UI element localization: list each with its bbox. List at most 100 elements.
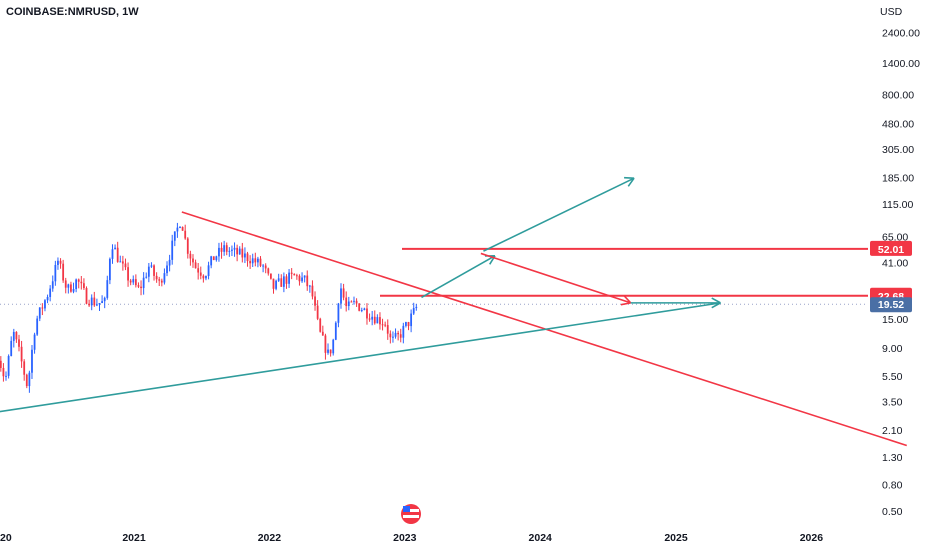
- candle-body: [314, 296, 316, 306]
- candle-body: [259, 258, 262, 266]
- candle: [80, 276, 83, 290]
- candle-body: [197, 268, 200, 273]
- candle: [64, 277, 67, 294]
- projection-arrows: [421, 176, 721, 309]
- candle: [116, 241, 119, 263]
- candle: [212, 256, 215, 261]
- candle: [168, 254, 171, 272]
- candle-body: [59, 260, 62, 264]
- candle-body: [275, 280, 277, 289]
- candle-body: [241, 248, 244, 258]
- candle: [155, 272, 158, 283]
- candle: [225, 242, 228, 256]
- candle-body: [371, 316, 374, 320]
- candle: [36, 315, 39, 336]
- candle: [316, 300, 319, 321]
- candle: [371, 310, 374, 326]
- candle: [18, 334, 20, 352]
- candle-body: [7, 356, 10, 376]
- candle: [197, 263, 200, 280]
- candle: [231, 245, 233, 257]
- candle: [379, 312, 381, 330]
- time-axis[interactable]: 20 2021 2022 2023 2024 2025 2026: [0, 532, 823, 544]
- candle-body: [93, 297, 96, 306]
- candle: [246, 251, 249, 267]
- candle-body: [407, 322, 410, 327]
- price-tick-label: 305.00: [882, 144, 914, 156]
- candle: [192, 254, 194, 268]
- candle: [285, 274, 288, 289]
- candle-body: [20, 346, 23, 362]
- candle: [96, 298, 98, 307]
- candle: [249, 255, 252, 269]
- candle-body: [181, 226, 184, 231]
- candle: [54, 260, 57, 286]
- projection-arrow: [480, 252, 632, 306]
- candle: [199, 266, 202, 280]
- price-axis[interactable]: USD 2400.00 1400.00 800.00 480.00 305.00 185.0…: [880, 6, 920, 518]
- candle: [150, 262, 153, 268]
- candle: [145, 272, 148, 279]
- candle-body: [96, 304, 98, 306]
- candle-body: [160, 280, 163, 283]
- candle-body: [399, 334, 402, 338]
- projection-arrow: [421, 255, 496, 299]
- candle: [306, 270, 309, 291]
- candle-body: [267, 268, 270, 274]
- candle: [41, 303, 44, 316]
- candle: [264, 263, 267, 274]
- candle: [166, 261, 168, 277]
- candle: [147, 263, 150, 283]
- candle-body: [124, 263, 127, 268]
- candle: [332, 338, 335, 356]
- candle: [72, 282, 75, 294]
- candle: [163, 268, 166, 285]
- candle: [134, 274, 137, 288]
- candle: [358, 303, 361, 312]
- ascending-support-trendline: [0, 302, 721, 413]
- candle-body: [75, 279, 78, 290]
- candle-body: [231, 249, 233, 251]
- candle: [267, 267, 270, 276]
- candle-body: [412, 308, 415, 314]
- candle: [218, 242, 220, 262]
- candle: [394, 328, 397, 339]
- candle: [75, 278, 78, 293]
- candle: [121, 255, 124, 271]
- candle-body: [381, 324, 384, 326]
- candle: [10, 336, 13, 357]
- candle: [31, 345, 33, 379]
- candle-body: [345, 297, 348, 307]
- candle: [298, 274, 301, 286]
- arrow-head: [620, 302, 631, 306]
- candle-body: [111, 249, 114, 259]
- candle-body: [397, 332, 400, 335]
- candle: [272, 278, 275, 294]
- candle: [282, 272, 285, 293]
- candle-body: [129, 280, 132, 283]
- candle-body: [173, 231, 176, 241]
- candle: [23, 359, 26, 381]
- price-tick-label: 15.00: [882, 314, 908, 326]
- candle: [158, 276, 161, 287]
- arrow-head: [711, 297, 721, 304]
- candle-body: [280, 278, 283, 287]
- candle: [46, 294, 49, 304]
- candle: [98, 302, 101, 311]
- candle-body: [355, 300, 358, 304]
- candle-body: [342, 288, 345, 298]
- candle: [25, 373, 28, 389]
- candle: [384, 321, 387, 328]
- candle-body: [83, 283, 85, 289]
- candle-body: [254, 258, 257, 263]
- candle-body: [389, 333, 392, 338]
- candle-body: [376, 317, 379, 324]
- chart-symbol-title: COINBASE:NMRUSD, 1W: [6, 6, 139, 18]
- arrow-head: [627, 177, 635, 187]
- candle: [355, 298, 358, 307]
- candle: [373, 310, 376, 325]
- time-tick-label: 2022: [258, 532, 282, 544]
- candle: [236, 244, 239, 262]
- candle-body: [373, 316, 376, 324]
